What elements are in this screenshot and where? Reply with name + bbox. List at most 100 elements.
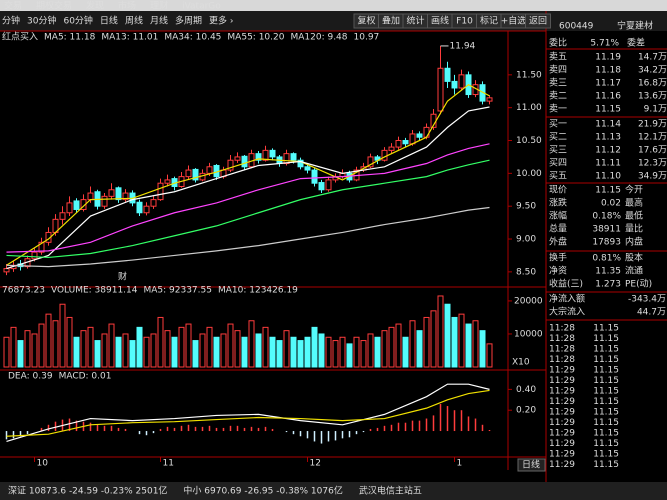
volume-bar [192,340,199,368]
candle-body [108,189,115,197]
indicator-legend: MA13: 11.01 [101,33,158,43]
period-tab[interactable]: 更多 › [209,15,233,27]
date-label: 10 [37,459,49,469]
book-label: 买一 [549,119,567,130]
y-tick-label: 0.20 [516,406,536,416]
stat-label: PE(动) [625,279,652,290]
tab[interactable] [517,458,546,472]
period-tab[interactable]: 60分钟 [63,15,92,27]
stat-label: 最低 [625,210,643,222]
volume-legend: MA10: 123426.19 [218,286,298,296]
trade-price: 11.15 [593,397,619,407]
book-price: 11.18 [595,66,621,76]
candle-body [38,241,45,253]
volume-bar [227,323,234,368]
book-volume: 13.6万 [638,92,667,102]
candle-body [192,168,199,181]
candle-body [416,133,423,138]
trade-time: 11:29 [549,376,575,386]
volume-bar [220,333,227,368]
period-tab[interactable]: 30分钟 [27,15,56,27]
menu-bar [0,0,667,11]
volume-bar [297,340,304,368]
toolbar-button-label[interactable]: F10 [456,17,473,27]
volume-bar [283,330,290,368]
candle-body [255,153,262,161]
volume-bar [45,313,52,368]
period-tab[interactable]: 月线 [150,15,168,27]
book-label: 卖一 [549,104,567,115]
stock-name: 宁夏建材 [617,20,653,32]
toolbar-button-label[interactable]: +自选 [501,15,527,27]
ratio-value: 5.71% [590,39,619,49]
candle-body [290,153,297,161]
candle-body [367,156,374,168]
toolbar-button-label[interactable]: 标记 [480,15,498,27]
volume-bar [339,336,346,368]
candle-body [311,169,318,184]
trade-time: 11:29 [549,366,575,376]
stock-code: 600449 [559,22,594,32]
menu-item[interactable]: 期权交易 [36,0,72,12]
period-tab[interactable]: 多周期 [175,15,202,27]
volume-bar [150,333,157,368]
toolbar-button-label[interactable]: 统计 [406,15,424,27]
toolbar-button-label[interactable]: 叠加 [382,16,400,27]
volume-bar [451,316,458,368]
toolbar-button[interactable] [525,13,551,29]
flow-label: 大宗流入 [549,306,585,318]
trade-price: 11.15 [593,355,619,365]
volume-bar [213,336,220,368]
stat-label: 量比 [625,223,643,235]
volume-bar [108,323,115,368]
trade-price: 11.15 [593,334,619,344]
stat-label: 涨幅 [549,210,567,222]
volume-bar [206,326,213,368]
candle-body [381,149,388,161]
event-marker: 财 [118,271,127,283]
volume-bar [388,326,395,368]
book-price: 11.14 [595,120,621,130]
trade-time: 11:28 [549,324,575,334]
candle-body [241,155,248,168]
candle-body [73,200,80,210]
period-tab[interactable]: 日线 [100,15,118,27]
menu-item[interactable]: 理财 [150,0,168,12]
indicator-legend: MA55: 10.20 [227,33,284,43]
y-tick-label: 8.50 [516,267,536,277]
menu-item[interactable]: 交易 [4,0,22,12]
menu-item[interactable]: 市场 [118,0,136,12]
trade-time: 11:28 [549,345,575,355]
book-label: 买二 [549,132,567,143]
stat-value: 0.18% [592,212,621,222]
stat-label: 内盘 [625,236,643,248]
toolbar-button-label[interactable]: 画线 [431,15,449,27]
trade-price: 11.15 [593,376,619,386]
volume-bar [122,333,129,368]
peak-label: 11.94 [450,41,476,51]
y-tick-label: 11.50 [516,70,542,80]
volume-legend: MA5: 92337.55 [143,286,211,296]
book-price: 11.17 [595,79,621,89]
period-tab[interactable]: 分钟 [2,15,20,27]
menu-item[interactable]: 发现 [86,0,104,12]
flow-value: 44.7万 [637,308,666,318]
toolbar-button-label[interactable]: 返回 [529,15,547,27]
status-item: 深证 10873.6 -24.59 -0.23% 2501亿 [8,485,167,497]
toolbar-button-label[interactable]: 复权 [357,15,375,27]
volume-bar [73,336,80,368]
candle-body [150,199,157,207]
candle-body [325,179,332,191]
period-tab[interactable]: 周线 [125,15,143,27]
volume-bar [10,326,17,368]
stat-label: 外盘 [549,236,567,248]
menu-item[interactable]: iVatarGo [182,2,221,12]
book-label: 卖三 [549,78,567,89]
indicator-legend: 红点买入 [2,31,38,43]
volume-bar [290,336,297,368]
volume-bar [332,340,339,368]
stat-value: 17893 [592,238,621,248]
tab-label[interactable]: 日线 [522,459,540,471]
book-label: 卖二 [549,91,567,102]
book-volume: 17.6万 [638,146,667,156]
